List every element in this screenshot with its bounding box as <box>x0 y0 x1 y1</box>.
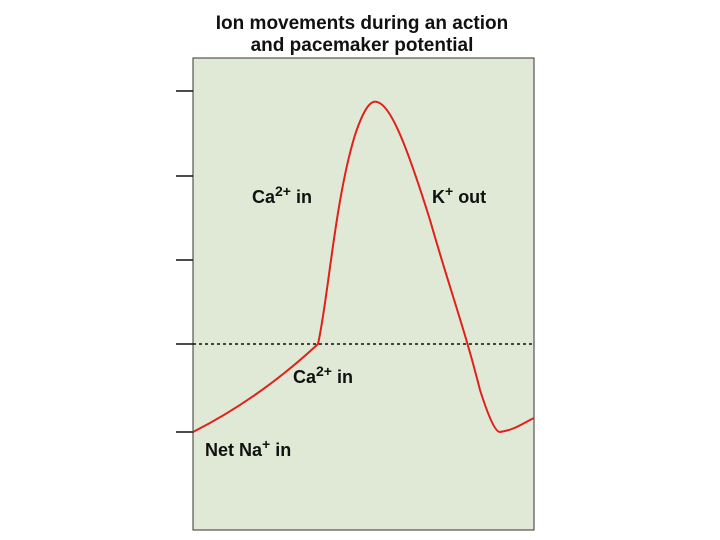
label-base: Ca <box>293 367 317 387</box>
label-after: in <box>275 440 291 460</box>
ion-label: Net Na+ in <box>205 436 291 460</box>
label-sup: 2+ <box>275 183 291 199</box>
ion-label: K+ out <box>432 183 486 207</box>
tick-marks <box>176 90 193 433</box>
title-line: Ion movements during an action <box>216 13 508 34</box>
label-sup: + <box>445 183 453 199</box>
label-sup: + <box>262 436 270 452</box>
title-line: and pacemaker potential <box>251 35 474 56</box>
label-after: in <box>296 187 312 207</box>
label-base: Net Na <box>205 440 263 460</box>
label-base: Ca <box>252 187 276 207</box>
label-sup: 2+ <box>316 363 332 379</box>
label-after: in <box>337 367 353 387</box>
potential-curve <box>192 100 535 434</box>
label-after: out <box>458 187 486 207</box>
ion-label: Ca2+ in <box>293 363 353 387</box>
ion-label: Ca2+ in <box>252 183 312 207</box>
plot-panel <box>192 57 535 531</box>
label-base: K <box>432 187 445 207</box>
